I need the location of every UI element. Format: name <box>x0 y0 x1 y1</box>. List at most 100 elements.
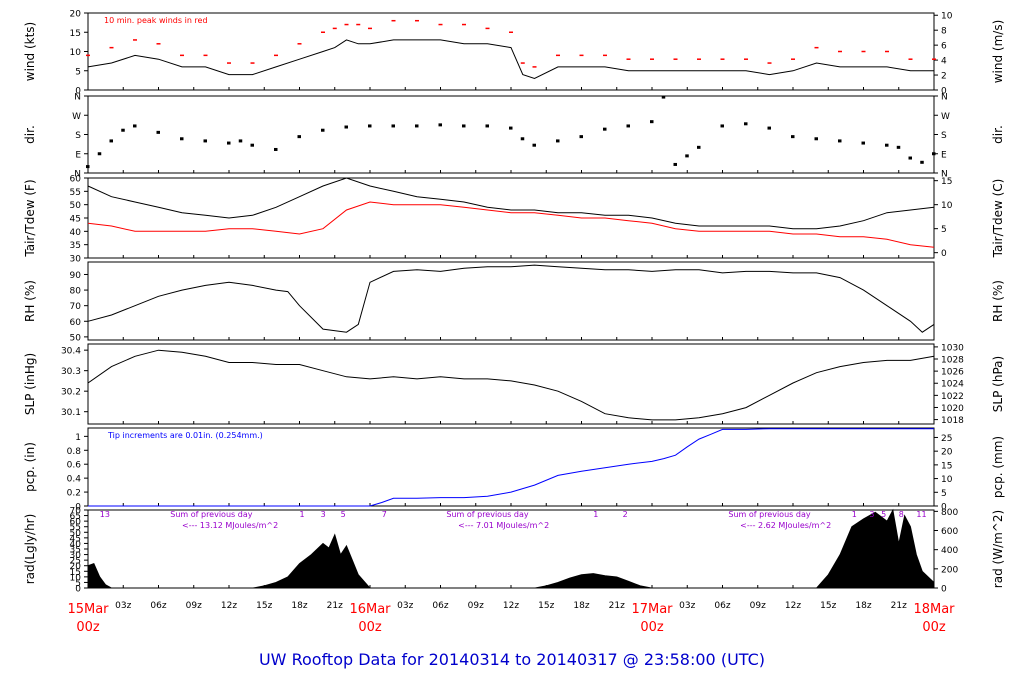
wind-peak-point <box>509 31 513 33</box>
wind-peak-point <box>532 66 537 68</box>
temp-line-0 <box>87 177 935 230</box>
wind-peak-point <box>791 58 795 60</box>
wind-ylabel-right: wind (m/s) <box>991 20 1005 84</box>
pcp-ytick-label: 0.4 <box>67 475 82 485</box>
dir-point <box>556 139 560 143</box>
rad-ytick-label: 30 <box>70 551 82 561</box>
wind-peak-point <box>109 46 114 49</box>
wind-peak-point <box>767 62 772 64</box>
temp-ytick-label: 40 <box>70 228 82 238</box>
page-title: UW Rooftop Data for 20140314 to 20140317… <box>258 650 766 669</box>
dir-point <box>626 124 630 128</box>
temp-ytick-label: 60 <box>70 175 82 185</box>
pcp-ytick-label: 0.6 <box>67 461 82 471</box>
hour-tick-label: 21z <box>609 601 625 611</box>
dir-point <box>203 139 207 143</box>
wind-peak-point <box>321 31 325 33</box>
dir-point <box>908 156 912 160</box>
dir-point <box>109 139 113 143</box>
pcp-ylabel: pcp. (in) <box>23 442 37 492</box>
rad-note: 8 <box>899 510 904 519</box>
hour-tick-label: 06z <box>714 601 730 611</box>
wind-peak-point <box>438 23 443 26</box>
dir-point <box>156 130 160 134</box>
wind-peak-point <box>520 62 525 64</box>
pcp-line-0 <box>88 428 934 507</box>
wind-right-ytick-label: 10 <box>941 12 953 22</box>
hour-tick-label: 21z <box>327 601 343 611</box>
slp-ytick-label: 30.3 <box>61 367 81 377</box>
slp-ytick-label: 30.1 <box>61 408 81 418</box>
pcp-ylabel-right: pcp. (mm) <box>991 436 1005 498</box>
rad-note: 2 <box>623 510 628 519</box>
rh-ytick-label: 80 <box>70 287 82 297</box>
dir-point <box>661 95 666 99</box>
dir-ytick-label: W <box>72 112 81 122</box>
dir-right-ytick-label: W <box>941 112 950 122</box>
rad-note: Sum of previous day <box>728 510 810 519</box>
rad-note: 11 <box>916 510 926 519</box>
rad-ytick-label: 60 <box>70 518 82 528</box>
wind-ytick-label: 10 <box>70 48 82 58</box>
slp-ytick-label: 30.2 <box>61 388 81 398</box>
rad-ytick-label: 0 <box>75 585 81 595</box>
rad-ytick-label: 10 <box>70 573 82 583</box>
rad-ytick-label: 15 <box>70 568 81 578</box>
dir-right-ytick-label: E <box>941 150 947 160</box>
rad-ytick-label: 25 <box>70 557 81 567</box>
dir-point <box>697 145 701 149</box>
slp-right-ytick-label: 1022 <box>941 392 964 402</box>
slp-line-0 <box>87 349 935 421</box>
dir-point <box>579 135 583 139</box>
wind-right-ytick-label: 0 <box>941 87 947 97</box>
pcp-ytick-label: 0.8 <box>67 447 82 457</box>
wind-peak-point <box>650 58 654 60</box>
date-label-hour: 00z <box>76 620 100 635</box>
rad-note: 1 <box>593 510 598 519</box>
wind-peak-point <box>227 62 231 64</box>
hour-tick-label: 12z <box>221 601 237 611</box>
pcp-ytick-label: 0.2 <box>67 489 81 499</box>
wind-peak-point <box>356 23 361 26</box>
dir-frame <box>87 95 935 174</box>
wind-peak-point <box>579 54 584 57</box>
dir-point <box>297 135 301 139</box>
slp-ylabel: SLP (inHg) <box>23 353 37 415</box>
wind-peak-point <box>415 19 419 22</box>
wind-peak-point <box>485 27 490 30</box>
pcp-right-ytick-label: 15 <box>941 461 952 471</box>
dir-point <box>920 160 924 164</box>
dir-point <box>685 154 689 158</box>
slp-ytick-label: 30.4 <box>61 347 81 357</box>
pcp-ytick-label: 1 <box>75 433 81 443</box>
dir-point <box>462 124 466 128</box>
rad-right-ytick-label: 800 <box>941 508 958 518</box>
wind-annotation: 10 min. peak winds in red <box>104 16 208 25</box>
dir-point <box>438 123 442 127</box>
dir-point <box>274 147 278 151</box>
hour-tick-label: 15z <box>820 601 836 611</box>
wind-peak-point <box>720 58 725 60</box>
wind-right-ytick-label: 8 <box>941 27 947 37</box>
slp-right-ytick-label: 1018 <box>941 416 964 426</box>
hour-tick-label: 12z <box>503 601 519 611</box>
pcp-ytick-label: 0 <box>75 503 81 513</box>
wind-peak-point <box>908 58 913 60</box>
date-label: 15Mar <box>67 602 109 617</box>
dir-point <box>97 152 102 156</box>
pcp-right-ytick-label: 20 <box>941 448 953 458</box>
rad-ylabel: rad(Lgly/hr) <box>23 514 37 585</box>
wind-peak-point <box>332 27 337 30</box>
hour-tick-label: 18z <box>291 601 307 611</box>
dir-point <box>814 137 818 141</box>
dir-point <box>767 126 771 130</box>
date-label-hour: 00z <box>922 620 946 635</box>
hour-tick-label: 03z <box>115 601 131 611</box>
rad-note: <--- 2.62 MJoules/m^2 <box>740 521 831 530</box>
rad-right-ytick-label: 400 <box>941 546 958 556</box>
pcp-right-ytick-label: 25 <box>941 434 952 444</box>
rad-note: 3 <box>321 510 326 519</box>
dir-point <box>932 152 936 156</box>
rad-ytick-label: 65 <box>70 512 81 522</box>
hour-tick-label: 06z <box>150 601 166 611</box>
